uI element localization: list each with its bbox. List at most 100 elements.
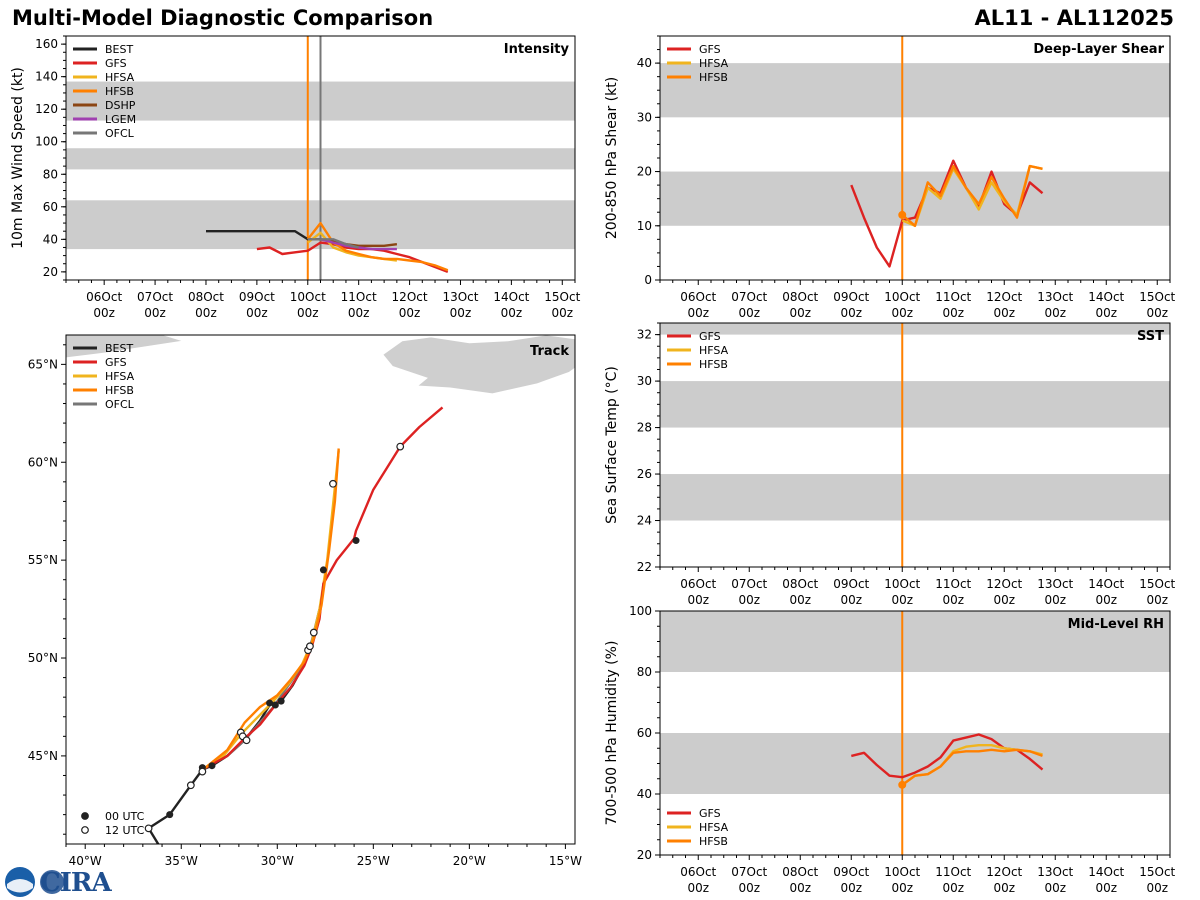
intensity-panel: 20 40 60 80 100 120 140 160 06Oct 00z 07Oct 00z 08Oc… [10,35,581,320]
intensity-xtick-day: 10Oct [290,290,326,304]
track-ytick-label: 60°N [28,455,58,469]
track-xtick-label: 30°W [261,854,294,868]
sst-panel: 22 24 26 28 30 32 06Oct 00z 07Oct 00z 08Oct 00z 09Oc… [604,322,1176,607]
page-title: Multi-Model Diagnostic Comparison [12,6,434,30]
shear-xtick-day: 08Oct [782,290,818,304]
intensity-xtick-hour: 00z [246,306,268,320]
intensity-ytick-label: 20 [43,265,58,279]
intensity-series-best [206,229,321,241]
rh-ytick-label: 60 [637,726,652,740]
sst-xtick-hour: 00z [840,593,862,607]
shear-ylabel: 200-850 hPa Shear (kt) [604,77,620,239]
track-point-12z [306,642,314,651]
intensity-xtick-hour: 00z [297,306,319,320]
shear-xtick-day: 09Oct [833,290,869,304]
rh-xtick-day: 12Oct [986,865,1022,879]
intensity-xtick-day: 09Oct [239,290,275,304]
intensity-xtick-day: 13Oct [442,290,478,304]
rh-xtick-day: 11Oct [935,865,971,879]
shear-ytick-label: 20 [637,165,652,179]
sst-xtick-day: 08Oct [782,577,818,591]
track-series-hfsb [199,448,340,773]
shear-ytick-label: 40 [637,56,652,70]
rh-xtick-day: 13Oct [1037,865,1073,879]
sst-xtick-hour: 00z [789,593,811,607]
rh-band-0 [660,733,1170,794]
rh-series-hfsb [901,748,1043,786]
sst-legend-label-hfsb: HFSB [699,358,728,371]
intensity-xtick-day: 08Oct [188,290,224,304]
intensity-xtick-day: 12Oct [392,290,428,304]
rh-xtick-day: 06Oct [680,865,716,879]
sst-ytick-label: 22 [637,560,652,574]
rh-ytick-label: 20 [637,848,652,862]
track-point-00z [271,701,279,709]
intensity-legend-label-lgem: LGEM [105,113,136,126]
track-legend-label-best: BEST [105,342,133,355]
shear-xtick-day: 11Oct [935,290,971,304]
shear-marker-0 [898,210,907,219]
rh-band-1 [660,611,1170,672]
intensity-legend-label-hfsa: HFSA [105,71,135,84]
track-point-12z [198,767,207,776]
track-point-00z [319,566,327,574]
sst-xtick-day: 06Oct [680,577,716,591]
rh-xtick-hour: 00z [687,881,709,895]
track-xtick-label: 35°W [165,854,198,868]
sst-xtick-hour: 00z [687,593,709,607]
track-title: Track [530,344,569,359]
rh-marker-0 [898,780,907,789]
rh-panel: 20 40 60 80 100 06Oct 00z 07Oct 00z 08Oct 00z 09Oct… [604,604,1176,895]
shear-xtick-day: 14Oct [1088,290,1124,304]
shear-legend-label-hfsb: HFSB [699,71,728,84]
track-frame [65,334,576,845]
rh-xtick-hour: 00z [738,881,760,895]
intensity-xtick-hour: 00z [399,306,421,320]
sst-band-0 [660,474,1170,521]
track-marker-legend-label: 12 UTC [105,824,145,837]
rh-ylabel: 700-500 hPa Humidity (%) [604,641,620,826]
sst-legend-label-gfs: GFS [699,330,721,343]
intensity-title: Intensity [504,42,570,57]
intensity-legend-label-best: BEST [105,43,133,56]
intensity-xtick-hour: 00z [551,306,573,320]
track-point-12z [144,824,153,833]
shear-xtick-day: 10Oct [884,290,920,304]
track-panel: 40°W 35°W 30°W 25°W 20°W 15°W 45°N 50°N 55°N 60°N… [28,334,582,868]
rh-xtick-hour: 00z [1146,881,1168,895]
shear-ytick-label: 30 [637,110,652,124]
track-xtick-label: 15°W [549,854,582,868]
sst-ytick-label: 24 [637,514,652,528]
track-point-12z [396,442,405,451]
track-legend-label-ofcl: OFCL [105,398,135,411]
greenland-landmass [66,335,182,358]
intensity-xtick-hour: 00z [501,306,523,320]
sst-ytick-label: 30 [637,374,652,388]
rh-xtick-hour: 00z [1095,881,1117,895]
track-map [66,335,575,844]
rh-xtick-hour: 00z [891,881,913,895]
cira-logo [5,867,64,897]
rh-title: Mid-Level RH [1068,617,1164,632]
sst-band-2 [660,323,1170,335]
intensity-ytick-label: 120 [35,102,58,116]
track-ytick-label: 50°N [28,651,58,665]
track-marker-legend-symbol [81,826,89,834]
intensity-series-ofcl [307,238,360,249]
sst-xtick-hour: 00z [1095,593,1117,607]
cira-logo-text: CIRA [40,868,112,898]
rh-xtick-day: 15Oct [1139,865,1175,879]
shear-band-1 [660,63,1170,118]
rh-xtick-hour: 00z [942,881,964,895]
shear-xtick-day: 07Oct [731,290,767,304]
shear-legend-label-hfsa: HFSA [699,57,729,70]
intensity-xtick-hour: 00z [348,306,370,320]
intensity-legend-label-ofcl: OFCL [105,127,135,140]
intensity-xtick-day: 11Oct [341,290,377,304]
intensity-ylabel: 10m Max Wind Speed (kt) [10,67,26,249]
shear-xtick-hour: 00z [738,306,760,320]
intensity-ytick-label: 140 [35,70,58,84]
cira-globe-icon [40,870,64,894]
rh-legend-label-hfsa: HFSA [699,821,729,834]
